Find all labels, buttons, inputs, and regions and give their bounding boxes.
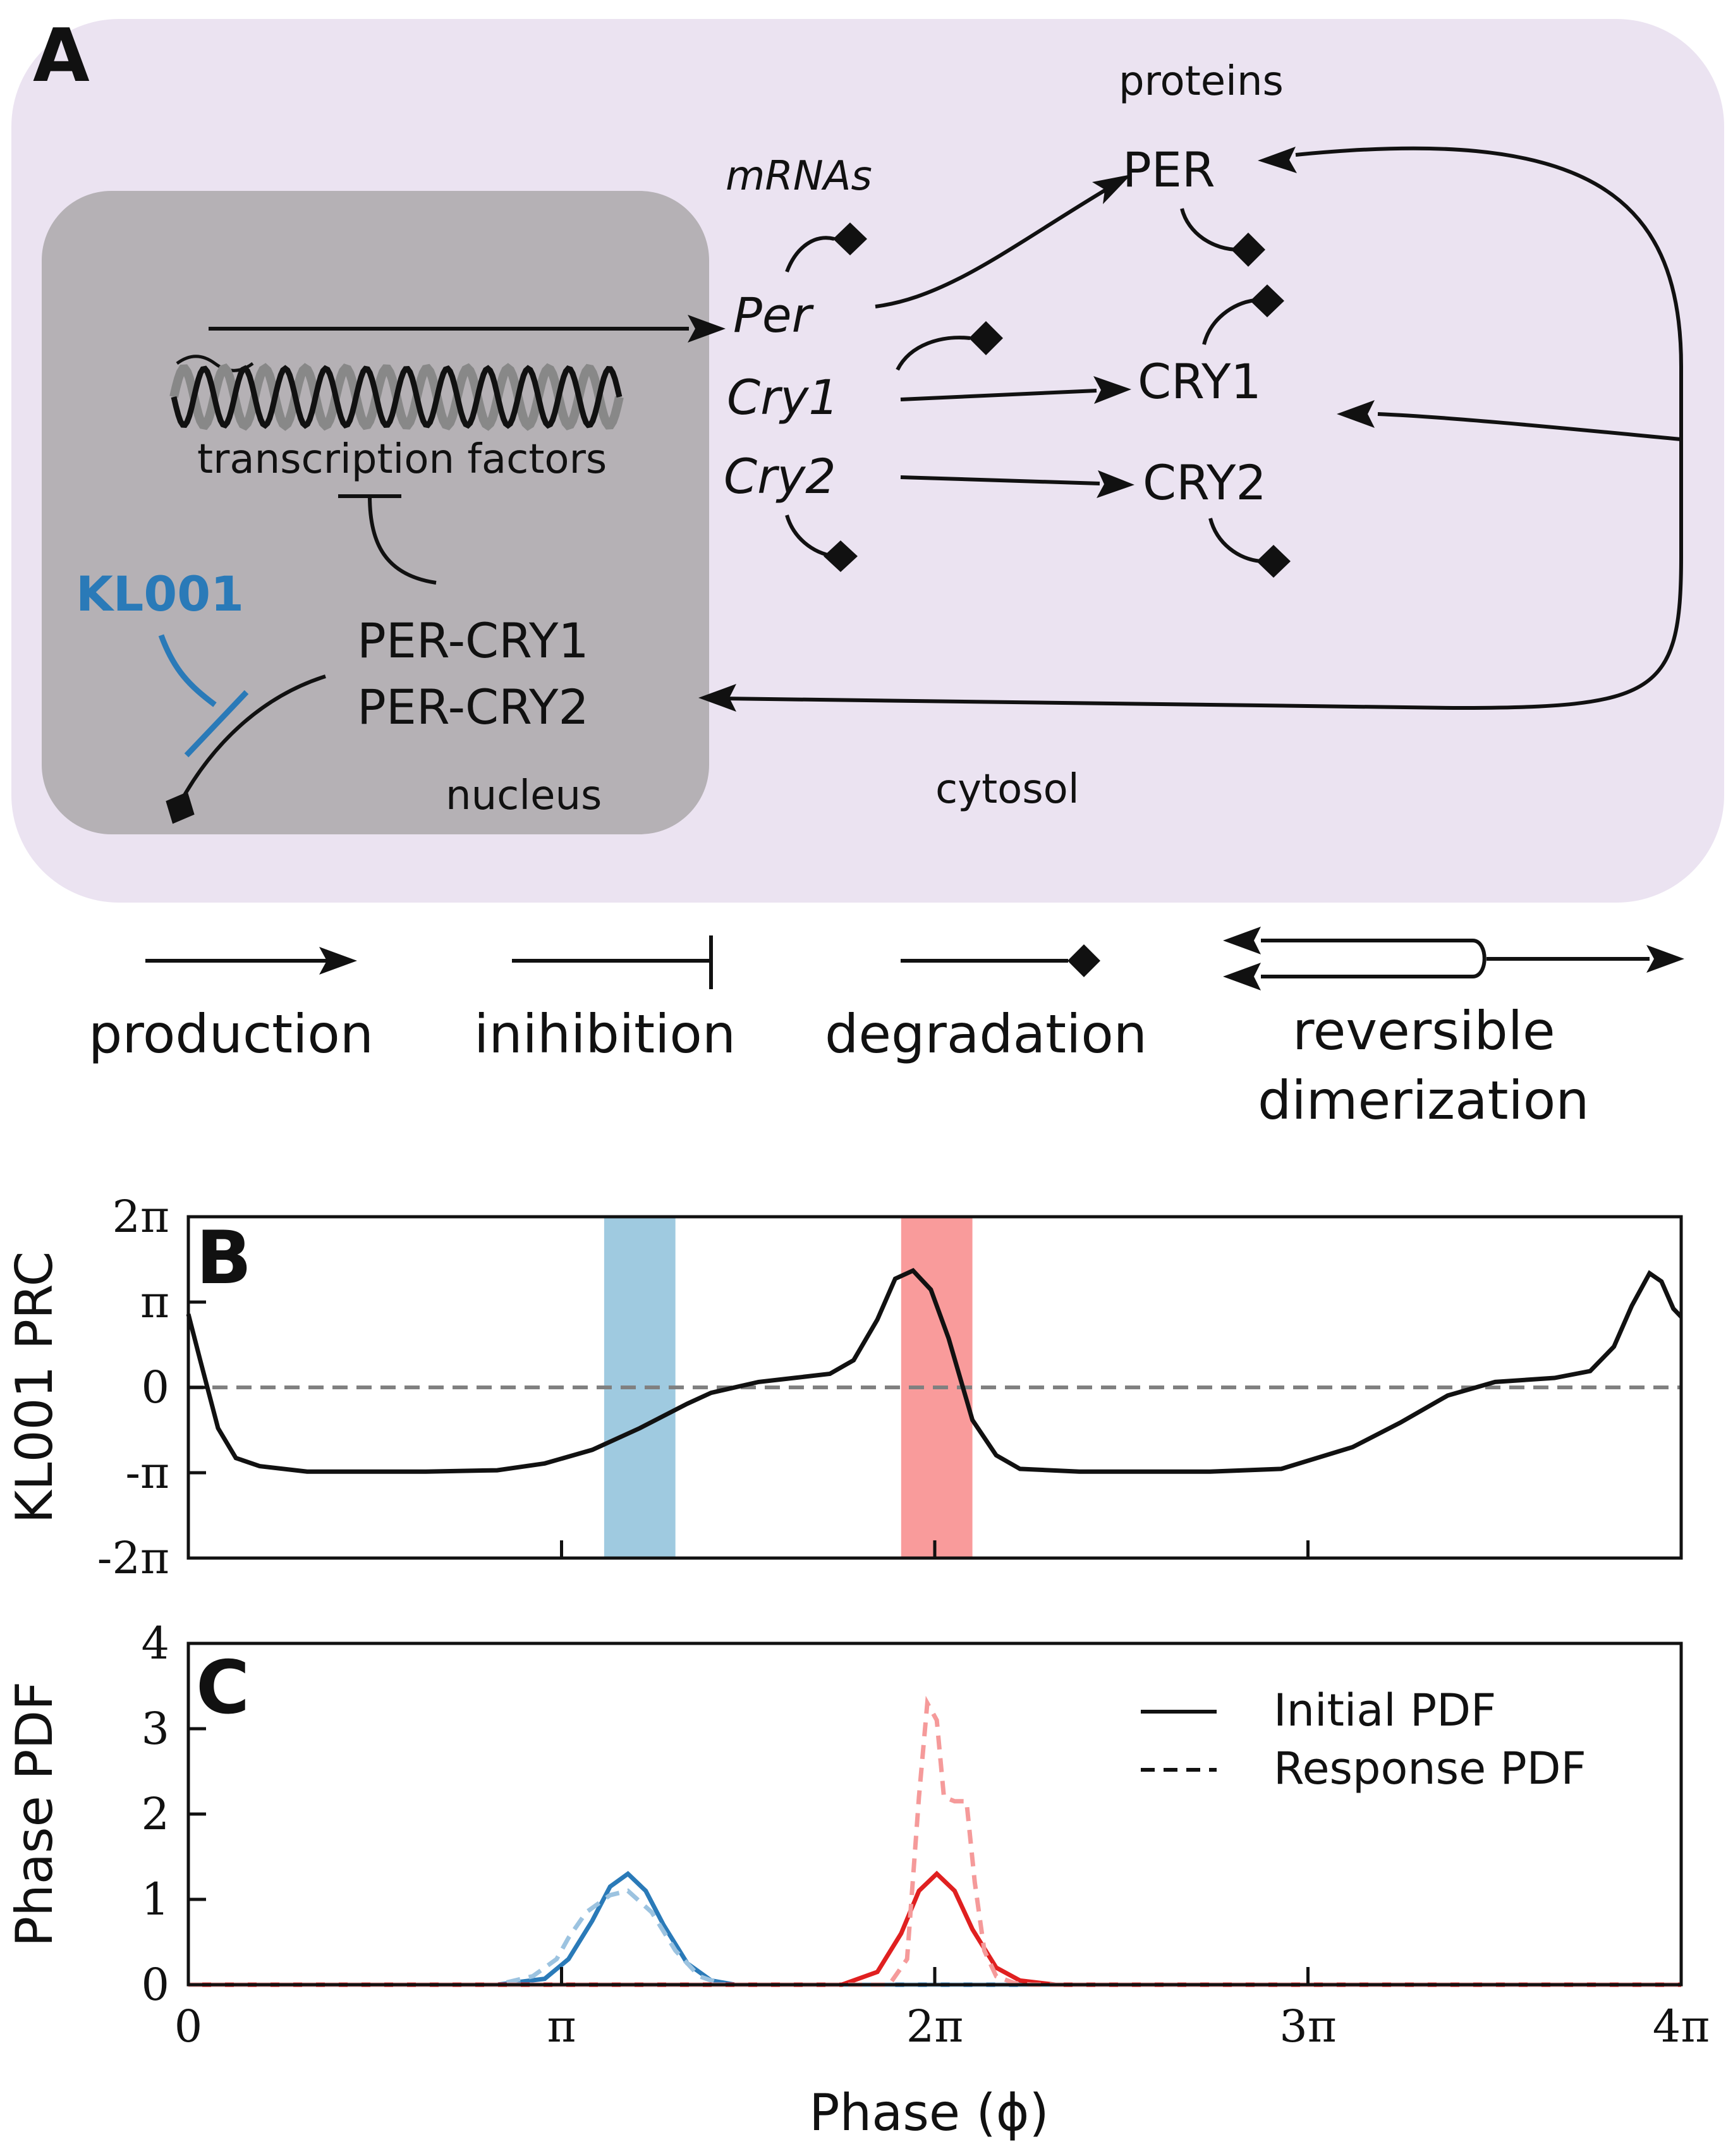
dimerization-to-cry-arrowhead	[1337, 400, 1375, 428]
ytick-2: 0	[141, 1361, 169, 1413]
legend-dimerization-arrowhead-top	[1223, 927, 1261, 954]
pdf-legend-response-label: Response PDF	[1274, 1743, 1586, 1794]
protein-cry2: CRY2	[1143, 454, 1267, 511]
panel-a-letter: A	[33, 13, 90, 99]
complex-degradation-line	[178, 674, 326, 804]
cry2-protein-degradation-diamond	[1256, 545, 1291, 578]
legend: production inihibition degradation rever…	[88, 927, 1684, 1131]
per-translation-arrowhead	[1092, 174, 1131, 204]
dimerization-loop	[720, 146, 1683, 710]
ytick-0: 2π	[112, 1191, 169, 1243]
complex-per-cry2: PER-CRY2	[357, 679, 589, 735]
ytick-4: 0	[141, 1959, 169, 2011]
ytick-3: -π	[125, 1447, 169, 1499]
cry1-translation-line	[900, 389, 1097, 401]
xtick-4: 4π	[1653, 2001, 1710, 2052]
cry2-translation-arrowhead	[1097, 470, 1134, 498]
cry2-translation-line	[900, 475, 1100, 485]
panel-a: A proteins mRNAs transcription factors P…	[11, 13, 1724, 903]
legend-dimerization-label-1: reversible	[1292, 1000, 1555, 1062]
kl001-label: KL001	[76, 566, 244, 622]
legend-dimerization-label-2: dimerization	[1258, 1069, 1590, 1131]
prc-curve	[186, 1267, 1683, 1474]
panel-c-xticks: 0 π 2π 3π 4π	[174, 1967, 1710, 2052]
panel-b-ylabel: KL001 PRC	[5, 1252, 64, 1524]
kl001-inhibition-bar	[184, 690, 249, 758]
prc-band-blue	[604, 1217, 676, 1558]
protein-cry1: CRY1	[1138, 353, 1262, 410]
panel-c-ylabel: Phase PDF	[5, 1681, 64, 1947]
transcription-arrowhead	[688, 315, 726, 343]
panel-b-yticks: 2π π 0 -π -2π	[97, 1191, 206, 1584]
protein-per: PER	[1122, 142, 1215, 198]
cry1-protein-degradation-line	[1202, 298, 1255, 345]
cry1-protein-degradation-diamond	[1250, 284, 1284, 317]
dimerization-to-cry-line	[1377, 412, 1682, 441]
per-protein-degradation-line	[1180, 208, 1239, 252]
complex-inhibition-line	[368, 496, 437, 585]
xtick-2: 2π	[906, 2001, 964, 2052]
legend-degradation-label: degradation	[825, 1003, 1147, 1065]
x-axis-title: Phase (ϕ)	[809, 2083, 1049, 2142]
dimerization-to-complex-arrowhead	[698, 684, 736, 712]
nucleus-region	[42, 191, 709, 834]
transcription-factors-label: transcription factors	[197, 436, 607, 483]
cry2-protein-degradation-line	[1208, 518, 1262, 563]
ytick-2: 2	[141, 1788, 169, 1840]
mrna-per: Per	[733, 287, 815, 343]
pdf-legend-initial-label: Initial PDF	[1274, 1684, 1496, 1736]
ytick-1: π	[140, 1276, 169, 1328]
mrna-cry2: Cry2	[724, 448, 836, 504]
pdf-legend: Initial PDF Response PDF	[1141, 1684, 1586, 1794]
nucleus-label: nucleus	[446, 772, 602, 819]
dna-strand-front	[171, 365, 623, 429]
panel-c-letter: C	[196, 1645, 250, 1731]
panel-c-yticks: 4 3 2 1 0	[141, 1617, 206, 2011]
complex-per-cry1: PER-CRY1	[357, 612, 589, 669]
legend-dimerization-loop	[1261, 939, 1487, 978]
per-translation-line	[875, 188, 1107, 308]
mrna-cry1: Cry1	[727, 369, 839, 425]
legend-production-label: production	[88, 1003, 374, 1065]
legend-degradation-diamond	[1067, 944, 1100, 977]
legend-dimerization-out-arrowhead	[1646, 945, 1684, 973]
cytosol-label: cytosol	[935, 766, 1079, 813]
ytick-1: 3	[141, 1703, 169, 1755]
per-protein-degradation-diamond	[1231, 233, 1265, 267]
dna-helix	[169, 363, 624, 431]
dimerization-to-per-arrowhead	[1258, 147, 1297, 173]
ytick-3: 1	[141, 1873, 169, 1925]
xtick-0: 0	[174, 2001, 203, 2052]
legend-inhibition-label: inihibition	[474, 1003, 736, 1065]
mrnas-header: mRNAs	[726, 153, 872, 200]
panel-b-plot: B KL001 PRC 2π π 0 -π -2π	[5, 1191, 1683, 1584]
cry2-mrna-degradation-diamond	[824, 540, 858, 572]
proteins-header: proteins	[1119, 58, 1284, 105]
ytick-4: -2π	[97, 1532, 169, 1584]
per-mrna-degradation-line	[785, 236, 835, 273]
kl001-inhibition-line	[158, 634, 217, 707]
panel-b-xticks	[186, 1540, 1683, 1558]
xtick-3: 3π	[1279, 2001, 1337, 2052]
cry1-mrna-degradation-line	[896, 336, 971, 371]
legend-production-arrowhead	[319, 947, 357, 975]
pdf-series	[188, 1695, 1681, 1987]
panel-c-plot: C Phase PDF 4 3 2 1 0 0 π 2π 3π 4π Initial PDF R…	[5, 1617, 1710, 2052]
xtick-1: π	[547, 2001, 576, 2052]
pdf-series-1	[188, 1888, 1681, 1987]
pdf-series-2	[188, 1870, 1681, 1987]
cry1-mrna-degradation-diamond	[969, 321, 1003, 355]
panel-b-letter: B	[196, 1215, 252, 1301]
pdf-series-3	[188, 1695, 1681, 1987]
ytick-0: 4	[141, 1617, 169, 1669]
legend-dimerization-arrowhead-bottom	[1223, 963, 1261, 990]
cry1-translation-arrowhead	[1093, 376, 1131, 404]
complex-degradation-diamond	[166, 791, 195, 824]
per-mrna-degradation-diamond	[833, 222, 867, 255]
